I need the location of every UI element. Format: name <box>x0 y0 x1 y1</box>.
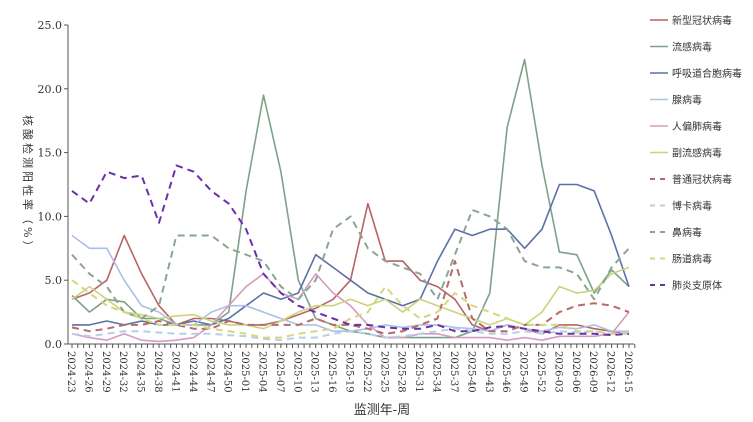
x-tick-label: 2024-50 <box>222 351 233 393</box>
x-tick-label: 2026-06 <box>570 351 581 393</box>
legend-label: 博卡病毒 <box>672 200 712 213</box>
series-lines <box>71 58 630 343</box>
legend-label: 普通冠状病毒 <box>672 173 732 186</box>
x-tick-label: 2025-13 <box>309 351 320 393</box>
x-axis-title: 监测年-周 <box>354 403 410 418</box>
y-tick-label: 0.0 <box>45 338 63 351</box>
legend-label: 腺病毒 <box>672 94 702 107</box>
legend-label: 肠道病毒 <box>672 253 712 266</box>
x-tick-label: 2024-44 <box>187 351 198 393</box>
legend-label: 鼻病毒 <box>672 226 702 239</box>
x-tick-label: 2025-01 <box>239 351 250 393</box>
series-line-7 <box>71 327 630 342</box>
y-tick-label: 10.0 <box>38 210 63 223</box>
x-tick-label: 2025-10 <box>291 351 302 393</box>
series-line-8 <box>71 209 630 320</box>
series-line-0 <box>71 202 630 335</box>
x-tick-label: 2025-04 <box>256 351 267 393</box>
x-tick-label: 2025-25 <box>378 351 389 393</box>
x-tick-label: 2025-34 <box>431 351 442 393</box>
x-tick-label: 2025-31 <box>413 351 424 393</box>
series-line-2 <box>72 183 630 326</box>
x-tick-label: 2025-49 <box>518 351 529 393</box>
x-tick-label: 2025-46 <box>500 351 511 393</box>
series-line-3 <box>71 234 629 333</box>
x-tick-label: 2025-19 <box>344 351 355 393</box>
x-tick-label: 2026-12 <box>605 351 616 393</box>
x-tick-label: 2025-37 <box>448 351 459 393</box>
legend-label: 呼吸道合胞病毒 <box>672 67 742 80</box>
x-tick-label: 2025-22 <box>361 351 372 393</box>
axes: 0.0 5.0 10.0 15.0 20.0 25.0 2024-23 2024-26 2024… <box>38 19 636 393</box>
legend-label: 肺炎支原体 <box>672 280 722 292</box>
legend: 新型冠状病毒流感病毒呼吸道合胞病毒腺病毒人偏肺病毒副流感病毒普通冠状病毒博卡病毒… <box>650 14 742 292</box>
y-axis-title: 核酸检测阳性率（%） <box>21 115 35 254</box>
x-tick-label: 2026-15 <box>622 351 633 393</box>
x-tick-label: 2024-23 <box>65 351 76 393</box>
y-tick-label: 20.0 <box>38 83 63 96</box>
x-tick-label: 2025-40 <box>465 351 476 393</box>
x-tick-label: 2024-32 <box>117 351 128 393</box>
x-tick-label: 2025-28 <box>396 351 407 393</box>
legend-label: 流感病毒 <box>672 41 712 54</box>
x-tick-label: 2024-29 <box>100 351 111 393</box>
series-line-1 <box>71 58 630 339</box>
x-tick-label: 2025-16 <box>326 351 337 393</box>
y-tick-label: 15.0 <box>38 147 63 160</box>
x-tick-label: 2026-09 <box>587 351 598 393</box>
series-line-6 <box>71 260 630 335</box>
legend-label: 新型冠状病毒 <box>672 14 732 27</box>
x-tick-label: 2024-35 <box>135 351 146 393</box>
series-line-10 <box>71 164 630 337</box>
x-tick-label: 2024-38 <box>152 351 163 393</box>
y-tick-label: 25.0 <box>38 19 63 32</box>
x-tick-label: 2025-43 <box>483 351 494 393</box>
x-tick-label: 2025-52 <box>535 351 546 393</box>
x-tick-label: 2024-47 <box>204 351 215 393</box>
x-tick-label: 2026-03 <box>552 351 563 393</box>
x-tick-label: 2024-41 <box>169 351 180 393</box>
x-tick-label: 2025-07 <box>274 351 285 393</box>
legend-label: 副流感病毒 <box>672 147 722 160</box>
legend-label: 人偏肺病毒 <box>672 120 722 133</box>
series-line-5 <box>71 266 630 330</box>
x-tick-label: 2024-26 <box>82 351 93 393</box>
y-tick-label: 5.0 <box>45 274 63 287</box>
series-line-4 <box>71 272 630 343</box>
